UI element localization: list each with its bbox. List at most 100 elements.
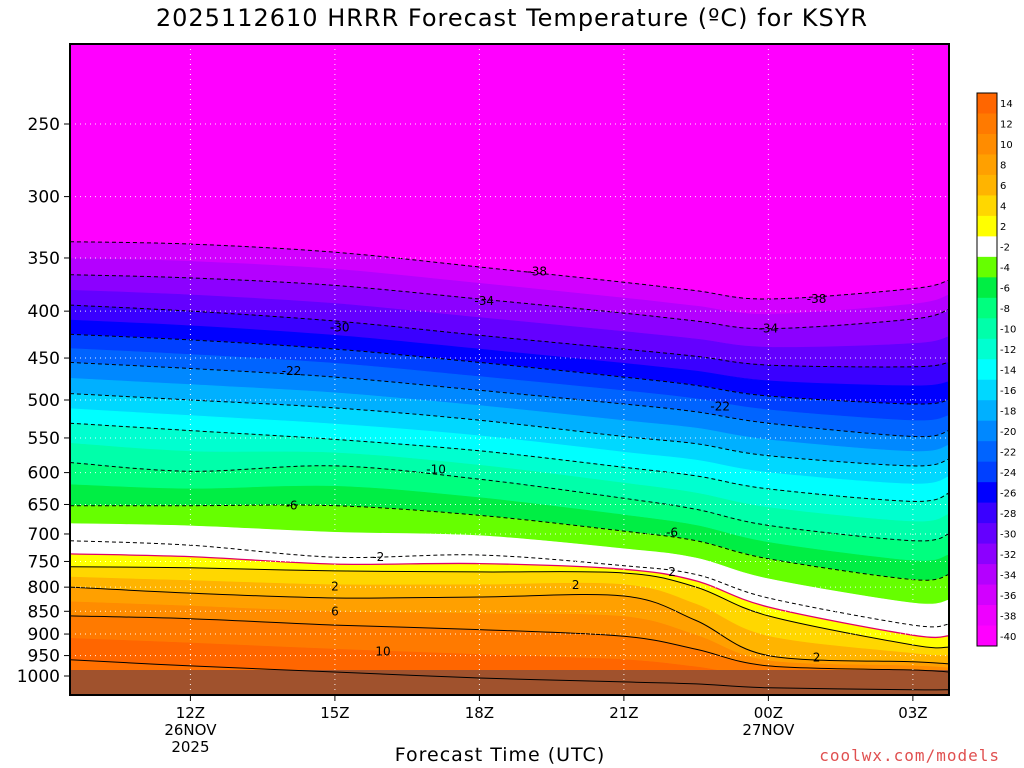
- isotherm--14: [70, 422, 949, 502]
- y-tick-label: 300: [28, 188, 60, 208]
- isotherm--30: [70, 304, 949, 368]
- temperature-bands: [70, 44, 949, 695]
- colorbar-label: -18: [1000, 406, 1016, 417]
- y-tick-label: 400: [28, 302, 60, 322]
- colorbar-label: -4: [1000, 263, 1010, 274]
- chart-title: 2025112610 HRRR Forecast Temperature (ºC…: [155, 4, 869, 32]
- ground-fill: [70, 670, 949, 695]
- isotherm--18: [70, 393, 949, 467]
- colorbar-label: -12: [1000, 345, 1016, 356]
- colorbar-label: -24: [1000, 468, 1016, 479]
- colorbar-label: -22: [1000, 447, 1016, 458]
- isotherm-0: [70, 553, 949, 639]
- colorbar-cell: [977, 93, 997, 114]
- colorbar-label: 8: [1000, 161, 1006, 172]
- x-tick-label: 18Z: [465, 704, 494, 722]
- y-tick-label: 850: [28, 602, 60, 622]
- colorbar-label: -6: [1000, 284, 1010, 295]
- colorbar-cell: [977, 625, 997, 647]
- y-axis: 250 300 350 400 450 500 550 600 650 700 750 800 850 9…: [17, 115, 70, 687]
- colorbar-cell: [977, 564, 997, 586]
- colorbar-label: -28: [1000, 509, 1016, 520]
- x-axis-label: Forecast Time (UTC): [394, 744, 606, 766]
- colorbar-label: 12: [1000, 120, 1013, 131]
- contour-label: 2: [572, 578, 580, 592]
- colorbar-cell: [977, 154, 997, 176]
- contour-label: -30: [330, 321, 350, 335]
- colorbar-cell: [977, 256, 997, 278]
- isotherm--6: [70, 504, 949, 581]
- isotherm--26: [70, 333, 949, 405]
- colorbar-cell: [977, 338, 997, 360]
- contour-label: 2: [331, 580, 339, 594]
- x-tick-label: 00Z: [754, 704, 783, 722]
- y-tick-label: 250: [28, 115, 60, 135]
- isotherm-6: [70, 586, 949, 665]
- contour-label: -6: [286, 499, 298, 513]
- y-tick-label: 450: [28, 349, 60, 369]
- x-tick-label: 2025: [171, 738, 209, 756]
- contour-label: -22: [710, 399, 730, 413]
- contour-label: 2: [813, 651, 821, 665]
- contour-label: 10: [375, 644, 390, 658]
- contour-label: -10: [426, 462, 446, 476]
- isotherm-10: [70, 615, 949, 673]
- colorbar-label: -2: [1000, 243, 1010, 254]
- colorbar-cell: [977, 400, 997, 422]
- y-tick-label: 500: [28, 391, 60, 411]
- colorbar-label: -16: [1000, 386, 1016, 397]
- colorbar-cell: [977, 215, 997, 237]
- contour-label: -38: [527, 264, 547, 278]
- ground-fill-rect: [70, 670, 949, 695]
- colorbar-cell: [977, 543, 997, 565]
- colorbar-cell: [977, 523, 997, 545]
- colorbar-label: 6: [1000, 181, 1006, 192]
- colorbar-label: -34: [1000, 570, 1016, 581]
- y-tick-label: 650: [28, 495, 60, 515]
- credit-text: coolwx.com/models: [819, 746, 1000, 765]
- colorbar-cell: [977, 174, 997, 196]
- contour-label: 6: [331, 604, 339, 618]
- grid-lines: [70, 44, 949, 695]
- contour-labels: -38-38-34-34-30-22-22-10-6-6-222 2610 2: [282, 264, 827, 664]
- colorbar-label: 2: [1000, 222, 1006, 233]
- y-tick-label: 750: [28, 552, 60, 572]
- colorbar-cell: [977, 318, 997, 340]
- contour-label: 2: [668, 565, 676, 579]
- colorbar-label: -14: [1000, 366, 1016, 377]
- isotherm--34: [70, 274, 949, 330]
- colorbar-cell: [977, 277, 997, 299]
- colorbar-label: -8: [1000, 304, 1010, 315]
- colorbar-label: -30: [1000, 529, 1016, 540]
- colorbar-cell: [977, 605, 997, 627]
- y-tick-label: 350: [28, 249, 60, 269]
- colorbar-cell: [977, 359, 997, 381]
- y-tick-label: 600: [28, 464, 60, 484]
- colorbar-cell: [977, 133, 997, 155]
- colorbar-label: -32: [1000, 550, 1016, 561]
- contour-label: -22: [282, 364, 302, 378]
- isotherm--38: [70, 241, 949, 300]
- contour-label: -2: [372, 550, 384, 564]
- isotherm-14: [70, 659, 949, 691]
- contour-label: -38: [807, 292, 827, 306]
- x-tick-label: 12Z: [176, 704, 205, 722]
- colorbar-cell: [977, 482, 997, 504]
- colorbar-label: 14: [1000, 99, 1013, 110]
- y-tick-label: 1000: [17, 667, 60, 687]
- colorbar-cell: [977, 502, 997, 524]
- colorbar-label: -36: [1000, 591, 1016, 602]
- colorbar-label: -10: [1000, 325, 1016, 336]
- isotherm--10: [70, 462, 949, 542]
- y-tick-label: 800: [28, 578, 60, 598]
- x-tick-label: 15Z: [320, 704, 349, 722]
- colorbar-cell: [977, 420, 997, 442]
- colorbar-cell: [977, 236, 997, 258]
- y-tick-label: 550: [28, 429, 60, 449]
- y-tick-label: 900: [28, 625, 60, 645]
- colorbar-label: 10: [1000, 140, 1013, 151]
- colorbar-frame: [976, 92, 998, 647]
- colorbar-label: 4: [1000, 202, 1006, 213]
